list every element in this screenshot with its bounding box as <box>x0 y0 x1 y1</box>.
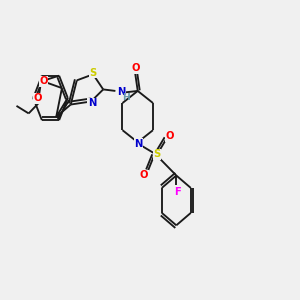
Text: O: O <box>34 93 42 103</box>
Text: S: S <box>89 68 97 78</box>
Text: S: S <box>153 149 161 159</box>
Text: N: N <box>88 98 96 108</box>
Text: N: N <box>117 87 126 98</box>
Text: O: O <box>140 170 148 181</box>
Text: O: O <box>166 131 175 141</box>
Text: O: O <box>131 63 140 73</box>
Text: H: H <box>122 93 130 102</box>
Text: F: F <box>174 187 181 197</box>
Text: N: N <box>135 139 143 149</box>
Text: O: O <box>39 76 47 86</box>
